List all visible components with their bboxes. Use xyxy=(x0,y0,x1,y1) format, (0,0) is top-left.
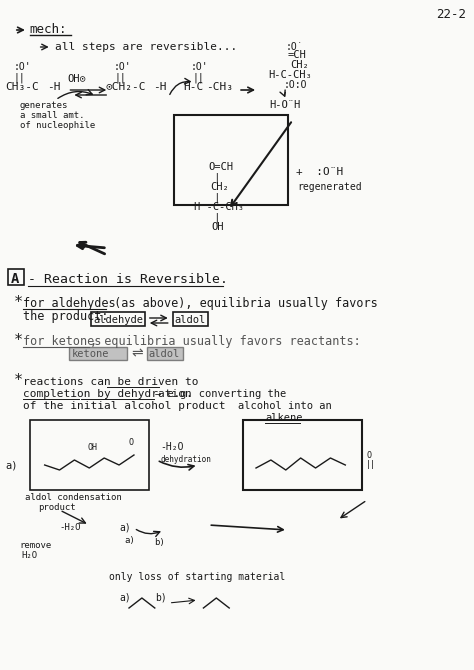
Text: (as above), equilibria usually favors: (as above), equilibria usually favors xyxy=(107,297,378,310)
Text: ⇌: ⇌ xyxy=(131,346,143,360)
Text: A: A xyxy=(11,272,19,286)
Text: generates: generates xyxy=(20,101,68,110)
Text: the product:: the product: xyxy=(23,310,109,323)
Text: -H: -H xyxy=(153,82,166,92)
Text: a): a) xyxy=(5,460,18,470)
Text: CH₃-C: CH₃-C xyxy=(5,82,39,92)
Text: for aldehydes: for aldehydes xyxy=(23,297,116,310)
Text: -H₂O: -H₂O xyxy=(60,523,81,532)
Text: completion by dehydration: completion by dehydration xyxy=(23,389,191,399)
Text: only loss of starting material: only loss of starting material xyxy=(109,572,285,582)
Text: for ketones: for ketones xyxy=(23,335,101,348)
Text: =CH: =CH xyxy=(288,50,307,60)
Text: → e.g. converting the: → e.g. converting the xyxy=(155,389,286,399)
Text: H-C: H-C xyxy=(183,82,204,92)
Text: CH₂: CH₂ xyxy=(290,60,309,70)
Text: ketone: ketone xyxy=(72,349,109,359)
Text: CH₂: CH₂ xyxy=(210,182,229,192)
Text: alkene: alkene xyxy=(265,413,302,423)
Text: aldehyde: aldehyde xyxy=(93,315,143,325)
Text: b): b) xyxy=(154,538,164,547)
Text: :Ȯ: :Ȯ xyxy=(286,42,303,52)
Text: a small amt.: a small amt. xyxy=(20,111,84,120)
Bar xyxy=(91,312,145,326)
Text: -CH₃: -CH₃ xyxy=(206,82,233,92)
Text: O: O xyxy=(366,451,371,460)
Text: :O': :O' xyxy=(114,62,132,72)
Text: regenerated: regenerated xyxy=(298,182,362,192)
Text: a): a) xyxy=(119,522,131,532)
Text: of nucleophile: of nucleophile xyxy=(20,121,95,130)
Text: H -C-CH₃: H -C-CH₃ xyxy=(194,202,245,212)
Text: aldol: aldol xyxy=(174,315,206,325)
Text: aldol: aldol xyxy=(149,349,180,359)
Text: |: | xyxy=(213,192,220,202)
Text: reactions can be driven to: reactions can be driven to xyxy=(23,377,198,387)
Bar xyxy=(70,347,127,360)
Text: alcohol into an: alcohol into an xyxy=(238,401,332,411)
Text: OH⊙: OH⊙ xyxy=(67,74,86,84)
Bar xyxy=(243,420,362,490)
Text: O=CH: O=CH xyxy=(209,162,233,172)
Text: *: * xyxy=(14,295,23,310)
Text: ||: || xyxy=(192,72,204,82)
Text: ||: || xyxy=(14,72,26,82)
Text: +  :ÖH: + :ÖH xyxy=(296,167,343,177)
Text: H₂O: H₂O xyxy=(22,551,38,560)
Text: ||: || xyxy=(366,460,376,469)
Text: :O:O: :O:O xyxy=(284,80,307,90)
Text: |: | xyxy=(213,212,220,222)
Text: OH: OH xyxy=(211,222,224,232)
Text: of the initial alcohol product: of the initial alcohol product xyxy=(23,401,225,411)
Text: H-C-CH₃: H-C-CH₃ xyxy=(268,70,312,80)
Text: ||: || xyxy=(114,72,126,82)
Text: 22-2: 22-2 xyxy=(437,8,466,21)
Text: H-ÖH: H-ÖH xyxy=(269,100,300,110)
Bar xyxy=(173,115,288,205)
Text: *: * xyxy=(14,333,23,348)
Text: remove: remove xyxy=(20,541,52,550)
Text: aldol condensation: aldol condensation xyxy=(25,493,121,502)
Text: *: * xyxy=(14,373,23,388)
Text: mech:: mech: xyxy=(30,23,67,36)
Bar xyxy=(147,347,182,360)
Text: :O': :O' xyxy=(14,62,31,72)
Text: - Reaction is Reversible.: - Reaction is Reversible. xyxy=(28,273,228,286)
Text: , equilibria usually favors reactants:: , equilibria usually favors reactants: xyxy=(91,335,361,348)
Text: dehydration: dehydration xyxy=(161,455,211,464)
Text: OH: OH xyxy=(87,443,97,452)
Bar xyxy=(173,312,209,326)
Text: a): a) xyxy=(119,592,131,602)
Text: -H: -H xyxy=(46,82,60,92)
Text: b): b) xyxy=(155,592,166,602)
Bar xyxy=(8,269,24,285)
Text: ⊙CH₂-C: ⊙CH₂-C xyxy=(105,82,146,92)
Text: O: O xyxy=(129,438,134,447)
Text: all steps are reversible...: all steps are reversible... xyxy=(55,42,237,52)
Text: :O': :O' xyxy=(191,62,208,72)
Text: a): a) xyxy=(124,536,135,545)
Text: -H₂O: -H₂O xyxy=(161,442,184,452)
Bar xyxy=(30,420,149,490)
Text: |: | xyxy=(213,172,220,182)
Text: product: product xyxy=(38,503,75,512)
